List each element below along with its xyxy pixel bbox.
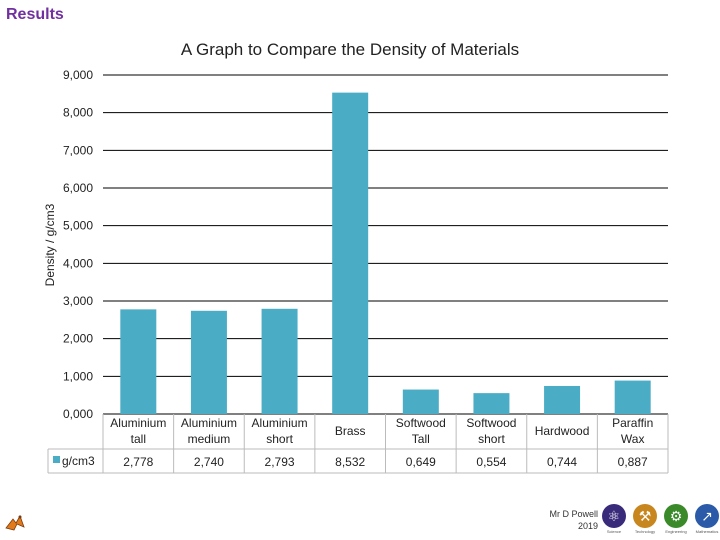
data-value-label: 0,887 — [618, 455, 648, 469]
category-label: Tall — [412, 432, 430, 446]
bar — [120, 309, 157, 414]
bar — [614, 380, 651, 414]
y-tick-label: 9,000 — [63, 68, 93, 82]
gears-icon: ⚙ — [664, 504, 688, 528]
data-value-label: 2,740 — [194, 455, 224, 469]
category-label: Paraffin — [612, 416, 653, 430]
chart-title: A Graph to Compare the Density of Materi… — [180, 40, 520, 59]
category-label: short — [266, 432, 293, 446]
data-value-label: 2,778 — [123, 455, 153, 469]
category-label: medium — [188, 432, 231, 446]
category-label: Aluminium — [181, 416, 237, 430]
y-tick-label: 4,000 — [63, 256, 93, 270]
logo-caption: Engineering — [665, 529, 687, 534]
phoenix-icon — [5, 515, 25, 531]
author-year: 2019 — [577, 521, 598, 531]
y-tick-label: 7,000 — [63, 143, 93, 157]
author-name: Mr D Powell — [549, 509, 598, 519]
bar — [402, 389, 439, 414]
category-label: Softwood — [466, 416, 516, 430]
data-value-label: 8,532 — [335, 455, 365, 469]
density-bar-chart: 0,000 1,000 2,000 3,000 4,000 5,000 6,000 7,000… — [43, 68, 669, 474]
logo-caption: Mathematics — [695, 529, 719, 534]
atom-icon: ⚛ — [602, 504, 626, 528]
legend-label: g/cm3 — [62, 454, 95, 468]
category-label: tall — [131, 432, 146, 446]
logo-caption: Science — [606, 529, 622, 534]
tools-icon: ⚒ — [633, 504, 657, 528]
y-axis-label: Density / g/cm3 — [43, 203, 57, 286]
category-label: short — [478, 432, 505, 446]
graph-icon: ↗ — [695, 504, 719, 528]
bar — [473, 393, 510, 414]
bar — [261, 308, 298, 414]
category-label: Aluminium — [252, 416, 308, 430]
y-tick-label: 6,000 — [63, 181, 93, 195]
bar — [332, 92, 369, 415]
y-tick-label: 1,000 — [63, 369, 93, 383]
y-tick-label: 5,000 — [63, 219, 93, 233]
data-value-label: 0,744 — [547, 455, 577, 469]
bar — [544, 385, 581, 414]
category-label: Brass — [335, 424, 366, 438]
legend-swatch — [53, 456, 60, 463]
category-label: Wax — [621, 432, 645, 446]
data-value-label: 2,793 — [265, 455, 295, 469]
y-tick-label: 2,000 — [63, 332, 93, 346]
y-tick-label: 3,000 — [63, 294, 93, 308]
bar — [190, 310, 227, 414]
slide-title: Results — [6, 6, 64, 23]
y-tick-label: 8,000 — [63, 106, 93, 120]
logo-caption: Technology — [634, 529, 656, 534]
author-credit: Mr D Powell 2019 — [530, 508, 598, 532]
data-value-label: 0,554 — [476, 455, 506, 469]
y-tick-label: 0,000 — [63, 407, 93, 421]
category-label: Hardwood — [535, 424, 590, 438]
category-label: Softwood — [396, 416, 446, 430]
category-label: Aluminium — [110, 416, 166, 430]
data-value-label: 0,649 — [406, 455, 436, 469]
